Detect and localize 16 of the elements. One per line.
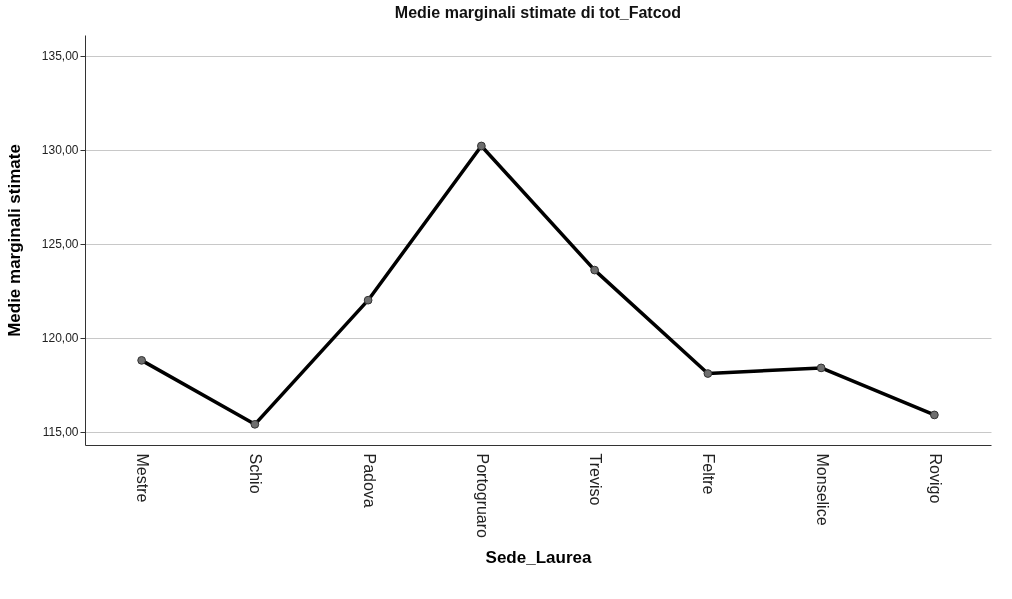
y-axis-title: Medie marginali stimate bbox=[4, 144, 24, 337]
x-tick-label: Treviso bbox=[587, 453, 605, 506]
y-tick-label: 120,00 bbox=[41, 331, 79, 346]
y-tick-label: 135,00 bbox=[41, 49, 79, 64]
x-tick-label: Portogruaro bbox=[473, 453, 491, 539]
y-tick-label: 130,00 bbox=[41, 143, 79, 158]
x-tick-label: Feltre bbox=[700, 453, 718, 495]
x-tick-label: Rovigo bbox=[926, 453, 944, 504]
x-tick-label: Monselice bbox=[813, 453, 831, 526]
x-tick-label: Schio bbox=[247, 453, 265, 494]
x-axis-title: Sede_Laurea bbox=[485, 547, 592, 567]
y-tick-label: 125,00 bbox=[41, 237, 79, 252]
x-tick-label: Padova bbox=[360, 453, 378, 508]
chart-title: Medie marginali stimate di tot_Fatcod bbox=[394, 4, 682, 21]
x-tick-label: Mestre bbox=[134, 453, 152, 503]
y-tick-label: 115,00 bbox=[42, 425, 79, 440]
